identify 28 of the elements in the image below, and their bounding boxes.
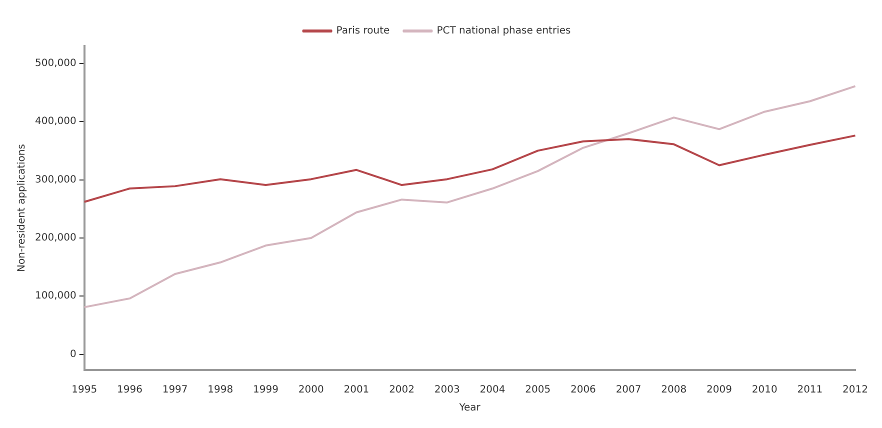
x-tick-label: 2006 xyxy=(570,384,596,396)
x-tick-label: 1996 xyxy=(116,384,142,396)
x-tick-label: 2010 xyxy=(752,384,778,396)
x-tick-label: 2000 xyxy=(298,384,324,396)
legend-label: Paris route xyxy=(336,26,390,37)
x-tick-label: 2011 xyxy=(797,384,823,396)
y-tick-label: 0 xyxy=(70,348,76,360)
x-tick-label: 1999 xyxy=(253,384,278,396)
x-tick-label: 2001 xyxy=(344,384,370,396)
x-tick-label: 2012 xyxy=(842,384,868,396)
x-tick-label: 2009 xyxy=(706,384,732,396)
x-tick-label: 2004 xyxy=(480,384,506,396)
x-tick-label: 1995 xyxy=(72,384,98,396)
x-tick-label: 1998 xyxy=(208,384,234,396)
y-axis-title: Non-resident applications xyxy=(16,144,28,272)
x-tick-label: 1997 xyxy=(162,384,188,396)
x-tick-label: 2007 xyxy=(616,384,642,396)
y-tick-label: 400,000 xyxy=(34,116,76,128)
x-tick-label: 2003 xyxy=(434,384,460,396)
x-tick-label: 2005 xyxy=(525,384,551,396)
legend-label: PCT national phase entries xyxy=(436,26,571,37)
x-axis-title: Year xyxy=(458,402,482,414)
x-tick-label: 2008 xyxy=(661,384,687,396)
y-tick-label: 200,000 xyxy=(34,232,76,244)
y-tick-label: 100,000 xyxy=(34,290,76,302)
x-tick-label: 2002 xyxy=(389,384,415,396)
y-tick-label: 500,000 xyxy=(34,58,76,70)
y-tick-label: 300,000 xyxy=(34,174,76,186)
